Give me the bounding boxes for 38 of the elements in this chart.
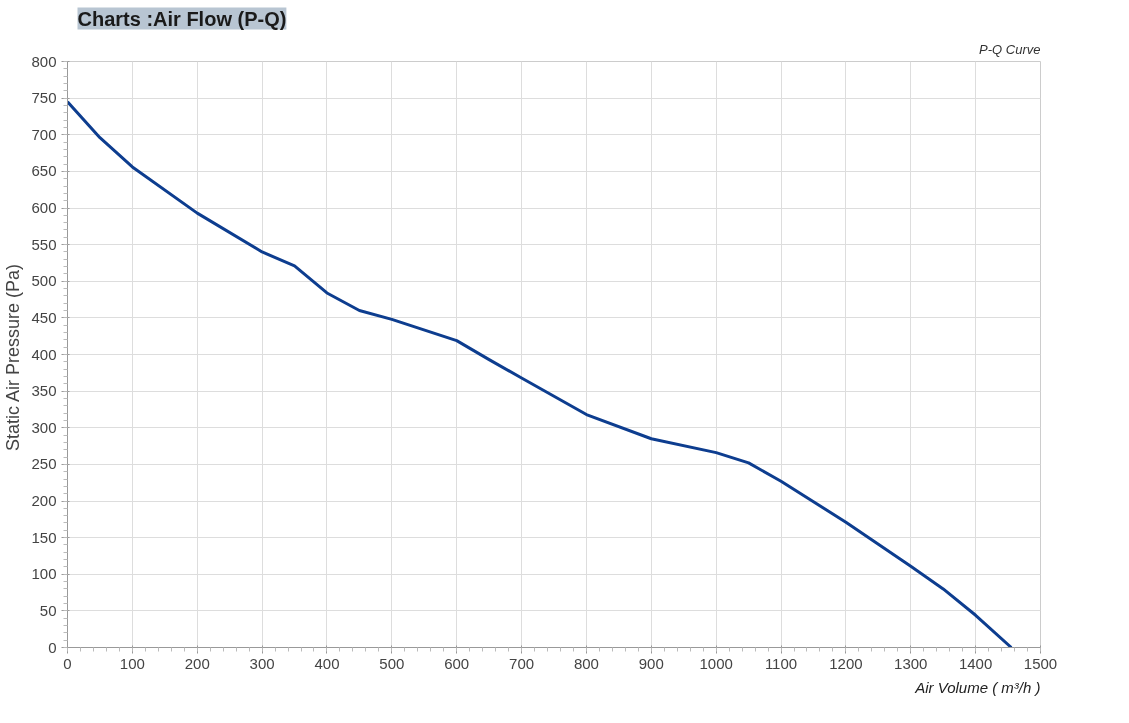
x-tick-label: 1400 <box>958 654 993 672</box>
y-tick-label: 600 <box>31 199 57 216</box>
x-tick-label: 1300 <box>894 654 928 672</box>
y-tick-label: 0 <box>48 638 57 656</box>
y-tick-label: 800 <box>31 52 57 70</box>
x-tick-label: 900 <box>638 654 664 672</box>
x-tick-label: 200 <box>184 654 210 672</box>
y-tick-label: 100 <box>31 565 57 583</box>
y-axis-title: Static Air Pressure (Pa) <box>3 263 24 452</box>
y-tick-label: 300 <box>31 418 57 436</box>
line-series <box>67 100 1013 648</box>
y-tick-label: 750 <box>31 89 57 107</box>
x-tick-label: 1200 <box>829 654 863 672</box>
x-tick-label: 800 <box>573 654 599 672</box>
x-tick-label: 500 <box>379 654 405 672</box>
x-tick-label: 600 <box>444 654 470 672</box>
y-tick-label: 500 <box>31 272 57 290</box>
y-tick-label: 650 <box>31 162 57 180</box>
y-tick-label: 550 <box>31 235 57 253</box>
y-tick-label: 50 <box>39 601 57 619</box>
y-tick-label: 200 <box>31 492 57 509</box>
chart-title: Charts :Air Flow (P-Q) <box>77 7 287 30</box>
x-tick-label: 100 <box>119 654 145 672</box>
y-tick-label: 700 <box>31 125 57 143</box>
x-tick-label: 1500 <box>1023 654 1058 672</box>
chart-subtitle: P-Q Curve <box>979 41 1041 57</box>
y-tick-label: 350 <box>31 382 57 400</box>
x-tick-label: 300 <box>249 654 275 672</box>
x-axis-title: Air Volume ( m³/h ) <box>914 678 1041 696</box>
x-tick-label: 400 <box>314 654 340 672</box>
y-tick-label: 450 <box>31 308 57 326</box>
x-tick-label: 700 <box>509 654 535 672</box>
y-tick-label: 150 <box>31 528 57 546</box>
x-tick-label: 0 <box>63 654 72 672</box>
y-tick-label: 400 <box>31 345 57 363</box>
x-tick-label: 1000 <box>699 654 733 672</box>
y-tick-label: 250 <box>31 455 57 473</box>
x-tick-label: 1100 <box>764 654 798 672</box>
